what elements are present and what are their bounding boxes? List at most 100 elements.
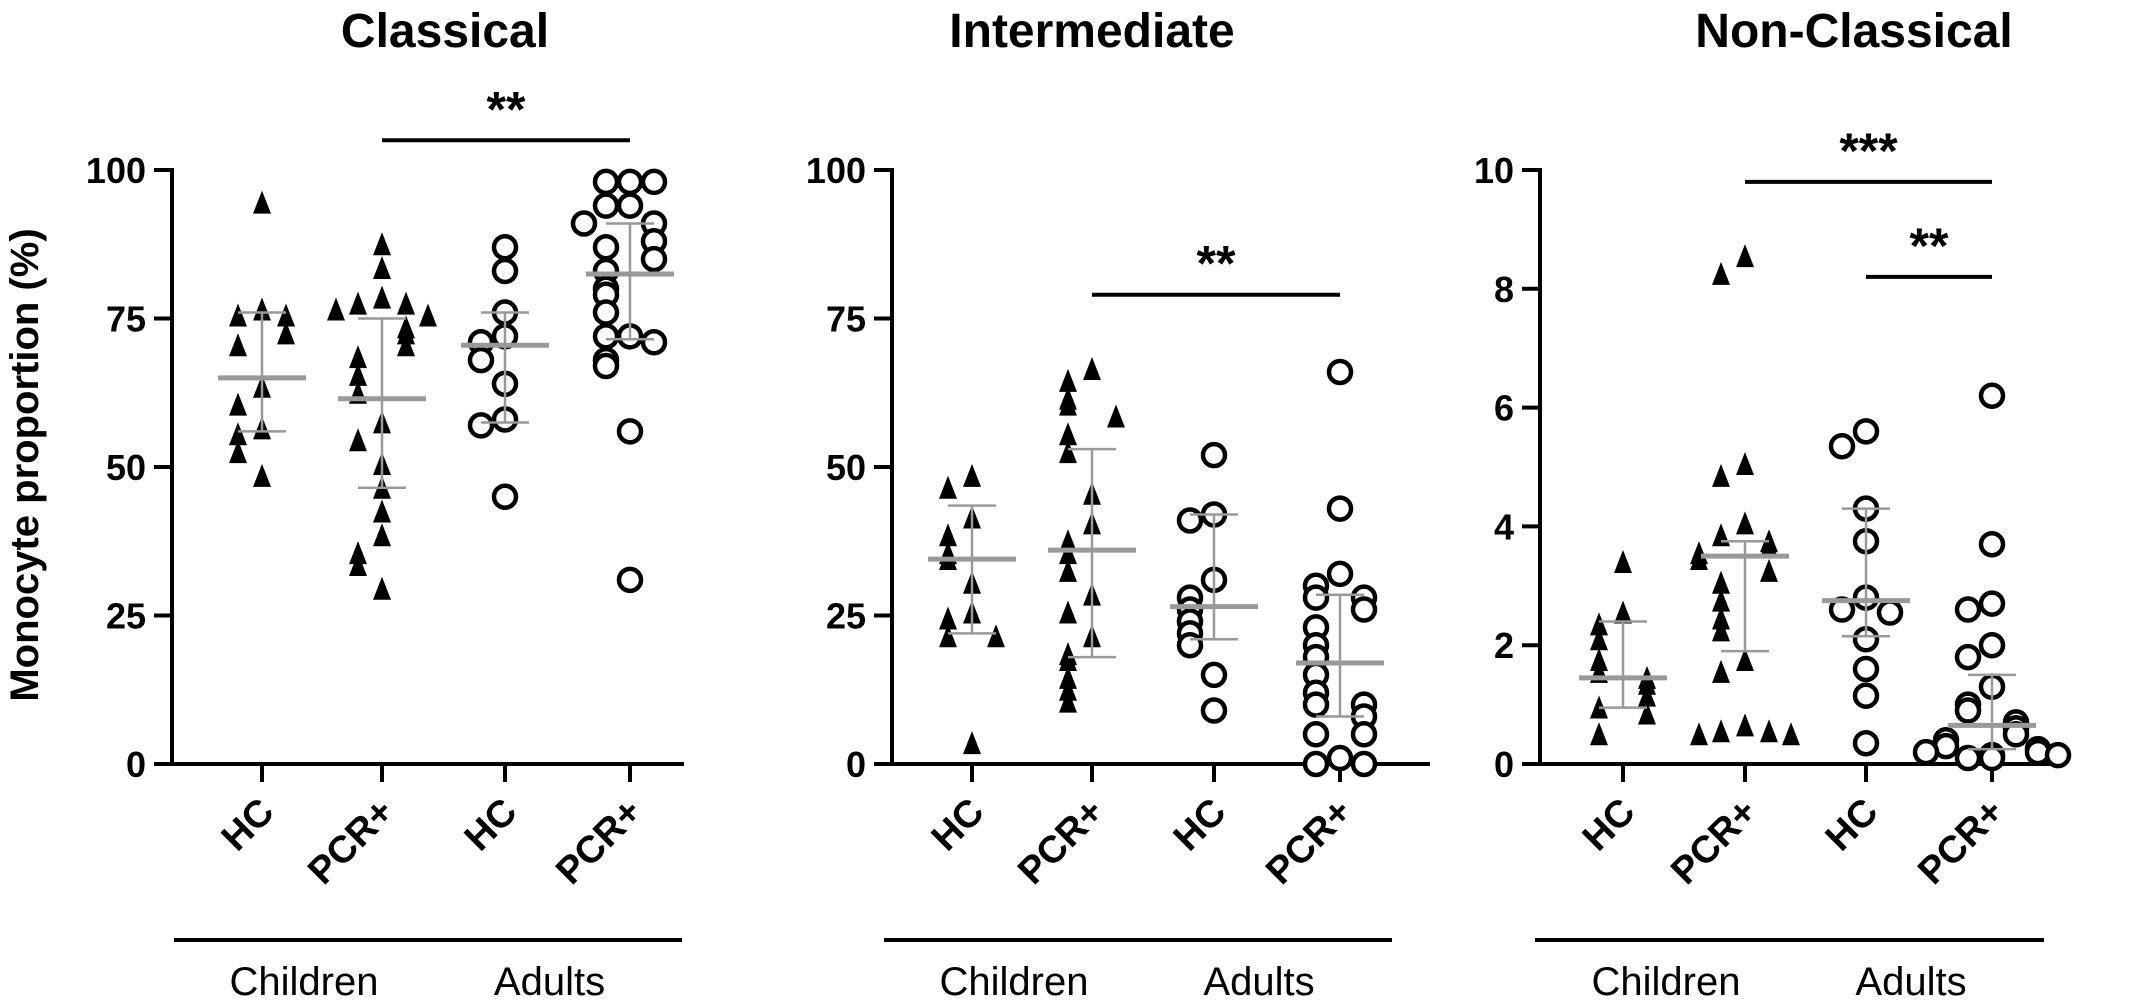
chart-title: Non-Classical [1695, 5, 2012, 58]
data-point-triangle [1760, 719, 1778, 743]
data-point-triangle [1614, 550, 1632, 574]
series-adults-hc [461, 233, 549, 510]
data-point-triangle [1059, 392, 1077, 416]
series-children-hc [218, 190, 306, 487]
data-point-triangle [373, 576, 391, 600]
data-point-circle [1302, 691, 1330, 718]
data-point-circle [1200, 661, 1228, 689]
data-point-circle [1912, 738, 1940, 766]
data-point-triangle [1712, 618, 1730, 642]
data-point-circle [1978, 382, 2006, 409]
data-point-triangle [397, 333, 415, 357]
data-point-triangle [1059, 558, 1077, 582]
data-point-triangle [1760, 535, 1778, 559]
data-point-triangle [327, 297, 345, 321]
y-tick-label: 25 [826, 596, 866, 637]
chart-title: Classical [341, 5, 549, 58]
data-point-triangle [277, 321, 295, 345]
series-adults-hc [1822, 418, 1910, 757]
data-point-triangle [349, 428, 367, 452]
data-point-triangle [349, 362, 367, 386]
data-point-circle [616, 418, 644, 445]
data-point-circle [1828, 432, 1856, 460]
data-point-triangle [1059, 600, 1077, 624]
data-point-triangle [1059, 440, 1077, 464]
data-point-triangle [939, 523, 957, 547]
data-point-circle [640, 329, 668, 356]
data-point-circle [1852, 729, 1880, 757]
y-tick-label: 50 [826, 447, 866, 488]
group-label-children: Children [1592, 960, 1741, 1004]
x-tick-label-hc: HC [924, 791, 993, 860]
data-point-triangle [1059, 368, 1077, 392]
data-point-circle [1978, 631, 2006, 659]
data-point-triangle [397, 321, 415, 345]
data-point-triangle [939, 475, 957, 499]
x-tick-label-pcr-pos: PCR+ [1010, 791, 1112, 893]
series-children-pcr-pos [327, 232, 437, 600]
data-point-triangle [1712, 719, 1730, 743]
data-point-circle [1978, 530, 2006, 558]
data-point-circle [1176, 631, 1204, 659]
y-tick-label: 0 [1494, 744, 1514, 785]
x-tick-label-hc: HC [457, 791, 526, 860]
y-tick-label: 0 [126, 744, 146, 785]
x-tick-label-pcr-pos: PCR+ [300, 791, 402, 893]
data-point-circle [491, 233, 519, 261]
y-tick-label: 75 [826, 299, 866, 340]
data-point-triangle [1107, 404, 1125, 428]
data-point-triangle [1638, 701, 1656, 725]
data-point-circle [1852, 418, 1880, 445]
y-tick-label: 75 [106, 299, 146, 340]
data-point-triangle [1590, 612, 1608, 636]
data-point-circle [2044, 741, 2072, 769]
data-point-triangle [229, 422, 247, 446]
data-point-circle [467, 346, 495, 374]
data-point-triangle [1638, 671, 1656, 695]
data-point-circle [1350, 721, 1378, 748]
data-point-triangle [277, 303, 295, 327]
data-point-circle [640, 168, 668, 196]
data-point-triangle [253, 190, 271, 214]
data-point-circle [616, 192, 644, 219]
data-point-triangle [373, 232, 391, 256]
data-point-triangle [1614, 600, 1632, 624]
data-point-triangle [1590, 648, 1608, 672]
panel-non-classical: Non-Classical 0 2 4 6 8 10 HC PCR+ HC PCR+ Children… [1474, 5, 2072, 1004]
data-point-circle [1326, 744, 1354, 772]
x-tick-label-pcr-pos: PCR+ [1910, 791, 2012, 893]
data-point-triangle [1059, 665, 1077, 689]
data-point-circle [1326, 560, 1354, 588]
y-tick-label: 100 [86, 150, 146, 191]
data-point-triangle [1736, 511, 1754, 535]
data-point-triangle [1590, 627, 1608, 651]
series-children-pcr-pos [1690, 244, 1800, 746]
data-point-circle [467, 412, 495, 439]
data-point-triangle [229, 333, 247, 357]
data-point-triangle [1712, 463, 1730, 487]
data-point-triangle [1760, 558, 1778, 582]
series-children-hc [1579, 550, 1667, 746]
series-children-hc [928, 463, 1016, 755]
data-point-circle [1954, 697, 1982, 724]
series-adults-pcr-pos [1296, 358, 1384, 778]
data-point-circle [1326, 358, 1354, 386]
data-point-triangle [229, 303, 247, 327]
x-tick-label-pcr-pos: PCR+ [548, 791, 650, 893]
series-adults-pcr-pos [1912, 382, 2072, 772]
data-point-circle [592, 299, 620, 326]
y-tick-label: 100 [806, 150, 866, 191]
data-point-circle [616, 566, 644, 594]
data-point-circle [1200, 441, 1228, 469]
data-point-circle [1302, 721, 1330, 748]
x-tick-label-pcr-pos: PCR+ [1258, 791, 1360, 893]
data-point-triangle [939, 606, 957, 630]
data-point-triangle [1059, 648, 1077, 672]
data-point-triangle [229, 440, 247, 464]
data-point-circle [592, 323, 620, 350]
data-point-circle [1302, 750, 1330, 778]
x-tick-label-hc: HC [1575, 791, 1644, 860]
data-point-triangle [373, 523, 391, 547]
